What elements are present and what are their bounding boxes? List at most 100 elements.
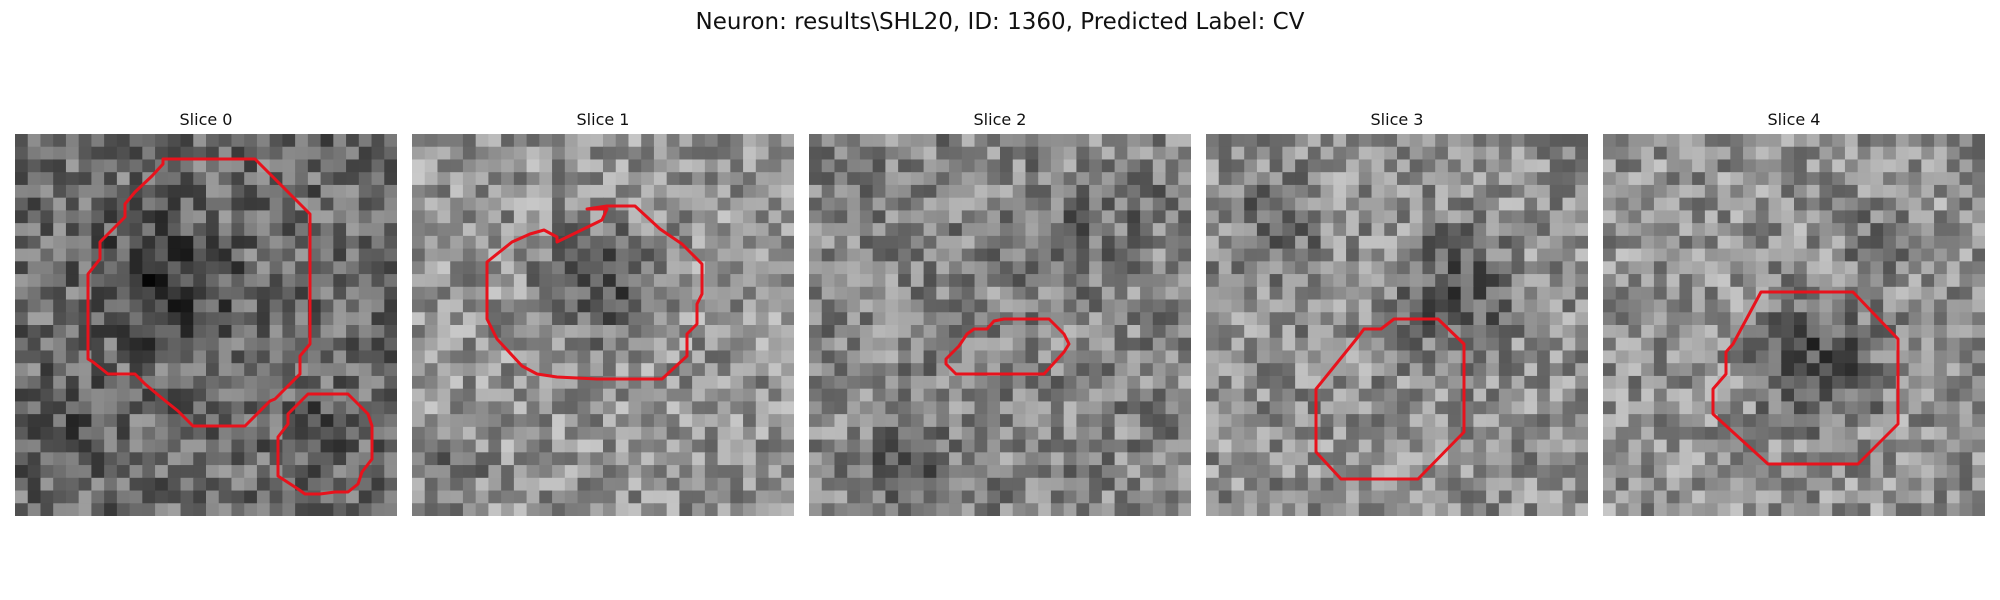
pixel (104, 159, 118, 173)
pixel (116, 223, 131, 237)
pixel (1447, 223, 1462, 237)
pixel (1794, 490, 1808, 504)
pixel (1140, 388, 1154, 402)
pixel (730, 223, 744, 237)
pixel (730, 452, 744, 466)
pixel (923, 465, 937, 479)
pixel (15, 134, 29, 148)
pixel (768, 248, 782, 262)
pixel (1934, 210, 1948, 224)
pixel (346, 299, 360, 313)
pixel (1628, 401, 1642, 415)
pixel (1870, 325, 1884, 339)
pixel (809, 337, 823, 352)
pixel (1653, 172, 1668, 186)
pixel (180, 210, 194, 224)
pixel (65, 261, 80, 275)
pixel (1165, 477, 1179, 492)
pixel (730, 248, 744, 262)
pixel (167, 210, 182, 224)
pixel (450, 184, 464, 199)
pixel (307, 375, 322, 390)
pixel (653, 261, 668, 275)
pixel (269, 375, 283, 390)
pixel (1025, 223, 1039, 237)
pixel (692, 439, 706, 453)
pixel (730, 414, 744, 428)
pixel (692, 184, 706, 199)
pixel (1076, 159, 1090, 173)
pixel (1666, 312, 1680, 326)
pixel (1397, 184, 1411, 199)
pixel (1000, 274, 1014, 288)
pixel (1934, 159, 1948, 173)
pixel (1781, 210, 1795, 224)
pixel (1447, 452, 1462, 466)
pixel (653, 388, 668, 402)
pixel (1000, 210, 1014, 224)
pixel (1562, 452, 1576, 466)
pixel (834, 414, 848, 428)
pixel (628, 350, 642, 364)
pixel (1934, 350, 1948, 364)
pixel (898, 363, 912, 377)
pixel (1832, 274, 1846, 288)
pixel (371, 223, 385, 237)
pixel (1231, 235, 1245, 250)
pixel (859, 452, 874, 466)
pixel (1641, 248, 1655, 262)
pixel (961, 299, 976, 313)
pixel (1486, 286, 1500, 301)
pixel (1946, 465, 1961, 479)
pixel (743, 223, 757, 237)
pixel (1511, 426, 1525, 441)
pixel (641, 452, 655, 466)
pixel (1269, 312, 1283, 326)
pixel (1883, 465, 1897, 479)
pixel (1857, 197, 1871, 211)
pixel (859, 184, 874, 199)
pixel (590, 426, 604, 441)
pixel (936, 223, 950, 237)
pixel (1089, 452, 1103, 466)
pixel (987, 503, 1001, 516)
pixel (910, 223, 925, 237)
pixel (781, 452, 794, 466)
pixel (1206, 401, 1220, 415)
pixel (1641, 286, 1655, 301)
pixel (218, 439, 233, 453)
pixel (256, 312, 271, 326)
pixel (295, 286, 309, 301)
pixel (1397, 172, 1411, 186)
pixel (295, 159, 309, 173)
pixel (53, 388, 67, 402)
pixel (450, 261, 464, 275)
pixel (1127, 172, 1141, 186)
pixel (768, 223, 782, 237)
pixel (1498, 465, 1513, 479)
pixel (307, 439, 322, 453)
pixel (1704, 363, 1719, 377)
pixel (1562, 337, 1576, 352)
pixel (1473, 299, 1487, 313)
pixel (1244, 490, 1258, 504)
pixel (1076, 184, 1090, 199)
pixel (1755, 477, 1770, 492)
pixel (898, 414, 912, 428)
pixel (1844, 248, 1859, 262)
pixel (590, 159, 604, 173)
pixel (1628, 325, 1642, 339)
pixel (1000, 159, 1014, 173)
pixel (1653, 465, 1668, 479)
pixel (1679, 235, 1693, 250)
pixel (1934, 146, 1948, 161)
pixel (193, 184, 207, 199)
pixel (1422, 414, 1436, 428)
pixel (641, 388, 655, 402)
pixel (1050, 172, 1065, 186)
pixel (1012, 439, 1027, 453)
pixel (1641, 325, 1655, 339)
pixel (1101, 235, 1116, 250)
pixel (1806, 363, 1821, 377)
pixel (1114, 248, 1128, 262)
